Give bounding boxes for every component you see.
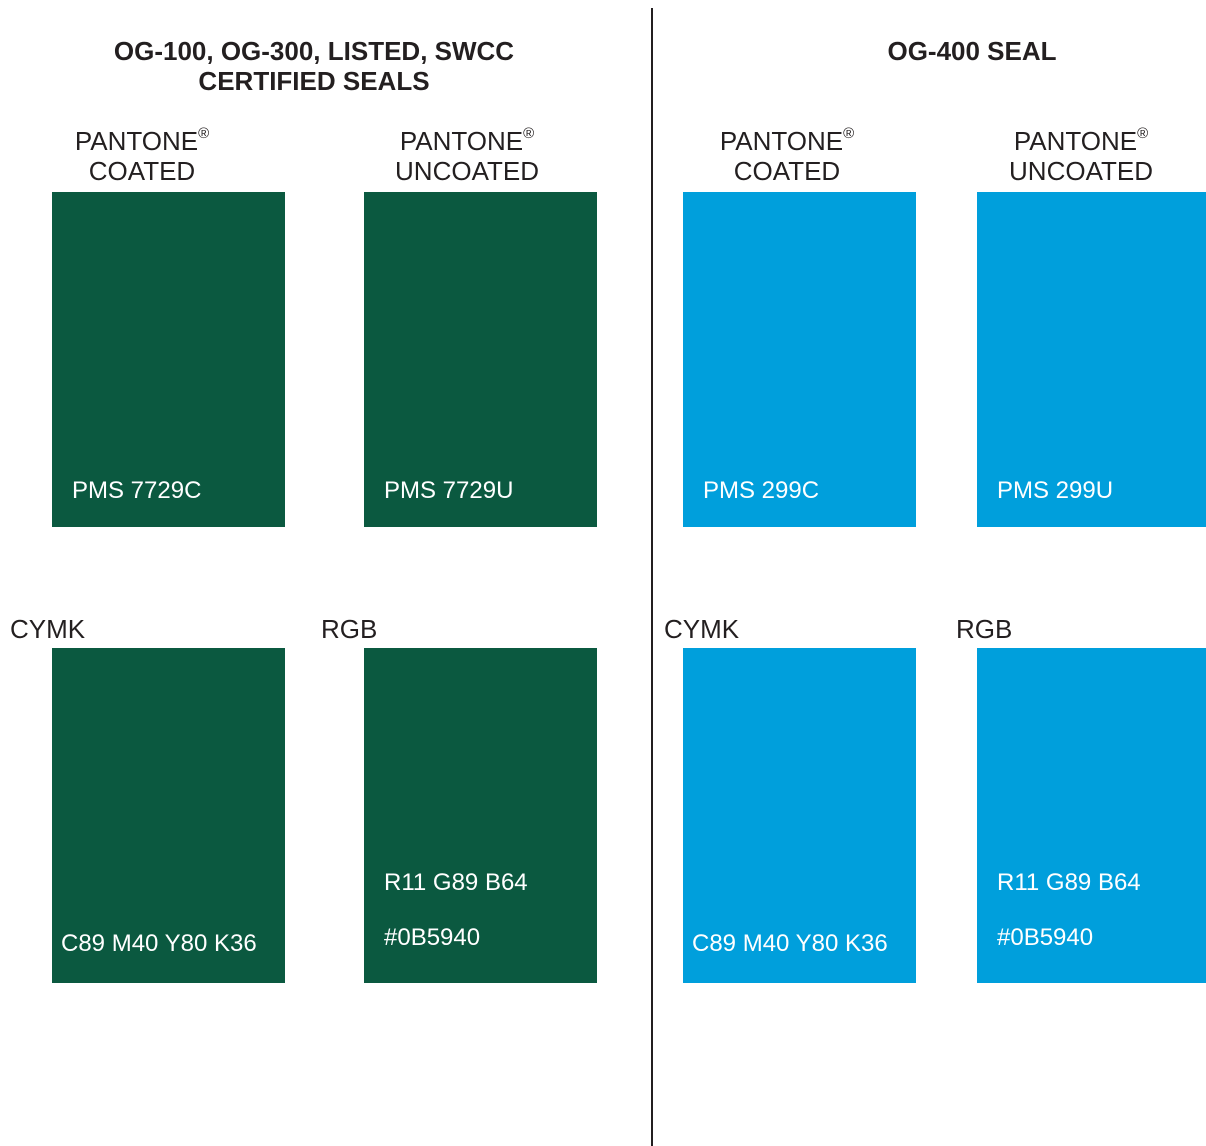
right-rgb-label: RGB <box>956 614 1013 644</box>
right-rgb-hex: #0B5940 <box>997 924 1094 951</box>
left-section-heading: OG-100, OG-300, LISTED, SWCC CERTIFIED S… <box>94 36 534 96</box>
right-coated-label-line2: COATED <box>733 156 841 186</box>
left-cymk-label: CYMK <box>10 614 86 644</box>
left-uncoated-label-line1: PANTONE <box>399 126 524 156</box>
left-coated-label-line1: PANTONE <box>74 126 199 156</box>
left-rgb-swatch: R11 G89 B64 #0B5940 <box>364 648 597 983</box>
left-heading-line1: OG-100, OG-300, LISTED, SWCC <box>113 36 515 66</box>
right-cymk-value: C89 M40 Y80 K36 <box>692 930 888 957</box>
right-cymk-swatch: C89 M40 Y80 K36 <box>683 648 916 983</box>
left-coated-label: PANTONE® COATED <box>42 126 242 186</box>
right-heading: OG-400 SEAL <box>887 36 1057 66</box>
left-uncoated-label: PANTONE® UNCOATED <box>367 126 567 186</box>
right-uncoated-value: PMS 299U <box>997 477 1114 504</box>
right-coated-label: PANTONE® COATED <box>687 126 887 186</box>
left-coated-swatch: PMS 7729C <box>52 192 285 527</box>
right-uncoated-label-line1: PANTONE <box>1013 126 1138 156</box>
left-uncoated-swatch: PMS 7729U <box>364 192 597 527</box>
right-coated-value: PMS 299C <box>703 477 820 504</box>
right-coated-swatch: PMS 299C <box>683 192 916 527</box>
right-section-heading: OG-400 SEAL <box>822 36 1122 66</box>
left-cymk-value: C89 M40 Y80 K36 <box>61 930 257 957</box>
left-coated-value: PMS 7729C <box>72 477 202 504</box>
right-uncoated-label: PANTONE® UNCOATED <box>981 126 1181 186</box>
left-rgb-hex: #0B5940 <box>384 924 481 951</box>
right-uncoated-swatch: PMS 299U <box>977 192 1206 527</box>
left-coated-label-line2: COATED <box>88 156 196 186</box>
left-uncoated-value: PMS 7729U <box>384 477 514 504</box>
left-heading-line2: CERTIFIED SEALS <box>198 66 430 96</box>
registered-mark: ® <box>523 125 535 142</box>
right-coated-label-line1: PANTONE <box>719 126 844 156</box>
right-rgb-value: R11 G89 B64 <box>997 869 1141 896</box>
left-rgb-label: RGB <box>321 614 378 644</box>
section-divider <box>651 8 653 1146</box>
right-uncoated-label-line2: UNCOATED <box>1009 156 1153 186</box>
registered-mark: ® <box>198 125 210 142</box>
left-cymk-swatch: C89 M40 Y80 K36 <box>52 648 285 983</box>
right-cymk-label: CYMK <box>664 614 740 644</box>
left-uncoated-label-line2: UNCOATED <box>395 156 539 186</box>
left-rgb-value: R11 G89 B64 <box>384 869 528 896</box>
registered-mark: ® <box>1137 125 1149 142</box>
right-rgb-swatch: R11 G89 B64 #0B5940 <box>977 648 1206 983</box>
registered-mark: ® <box>843 125 855 142</box>
